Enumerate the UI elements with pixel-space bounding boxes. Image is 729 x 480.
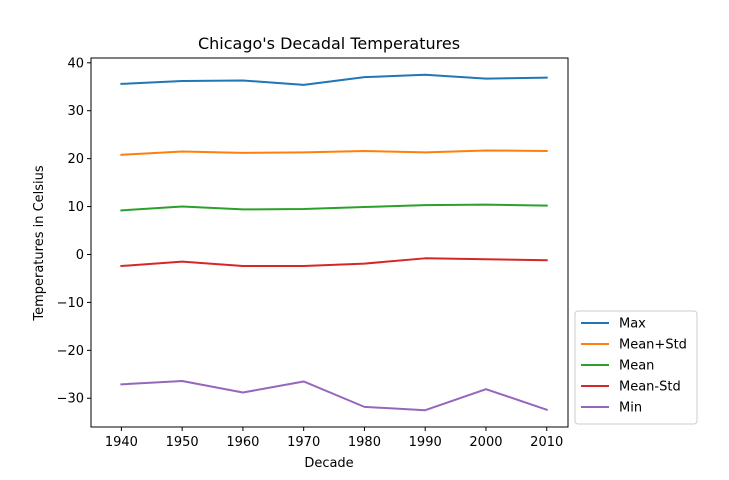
plot-area: 1940 1950 1960 1970 1980 1990 2000 201040302010… — [57, 56, 569, 450]
y-tick-label: 10 — [67, 200, 84, 215]
x-tick-label: 2010 — [530, 435, 563, 450]
series-line-min — [120, 379, 548, 412]
x-tick-label: 2000 — [469, 435, 502, 450]
series-line-max — [120, 73, 548, 86]
series-line-mean — [120, 203, 548, 212]
legend-box — [574, 310, 698, 425]
legend-label: Max — [619, 317, 646, 332]
legend-label: Min — [619, 401, 642, 416]
x-tick-label: 1960 — [226, 435, 259, 450]
y-tick-label: 20 — [67, 152, 84, 167]
plot-frame — [90, 57, 569, 428]
x-tick-label: 1990 — [409, 435, 442, 450]
y-tick-label: −30 — [57, 392, 84, 407]
legend: Max Mean+Std Mean Mean-Std Min — [574, 310, 698, 425]
x-tick-label: 1980 — [348, 435, 381, 450]
x-tick-label: 1940 — [105, 435, 138, 450]
legend-label: Mean-Std — [619, 380, 681, 395]
y-tick-label: −20 — [57, 344, 84, 359]
legend-label: Mean — [619, 359, 654, 374]
x-tick-label: 1970 — [287, 435, 320, 450]
y-tick-label: 30 — [67, 104, 84, 119]
chart-title: Chicago's Decadal Temperatures — [198, 34, 460, 53]
x-tick-label: 1950 — [166, 435, 199, 450]
x-axis-label: Decade — [304, 456, 353, 471]
y-tick-label: −10 — [57, 296, 84, 311]
series-line-mean-std — [120, 149, 548, 156]
y-axis-label: Temperatures in Celsius — [32, 165, 47, 322]
y-tick-label: 40 — [67, 56, 84, 71]
y-tick-label: 0 — [76, 248, 84, 263]
series-line-mean-std — [120, 257, 548, 268]
legend-label: Mean+Std — [619, 338, 687, 353]
